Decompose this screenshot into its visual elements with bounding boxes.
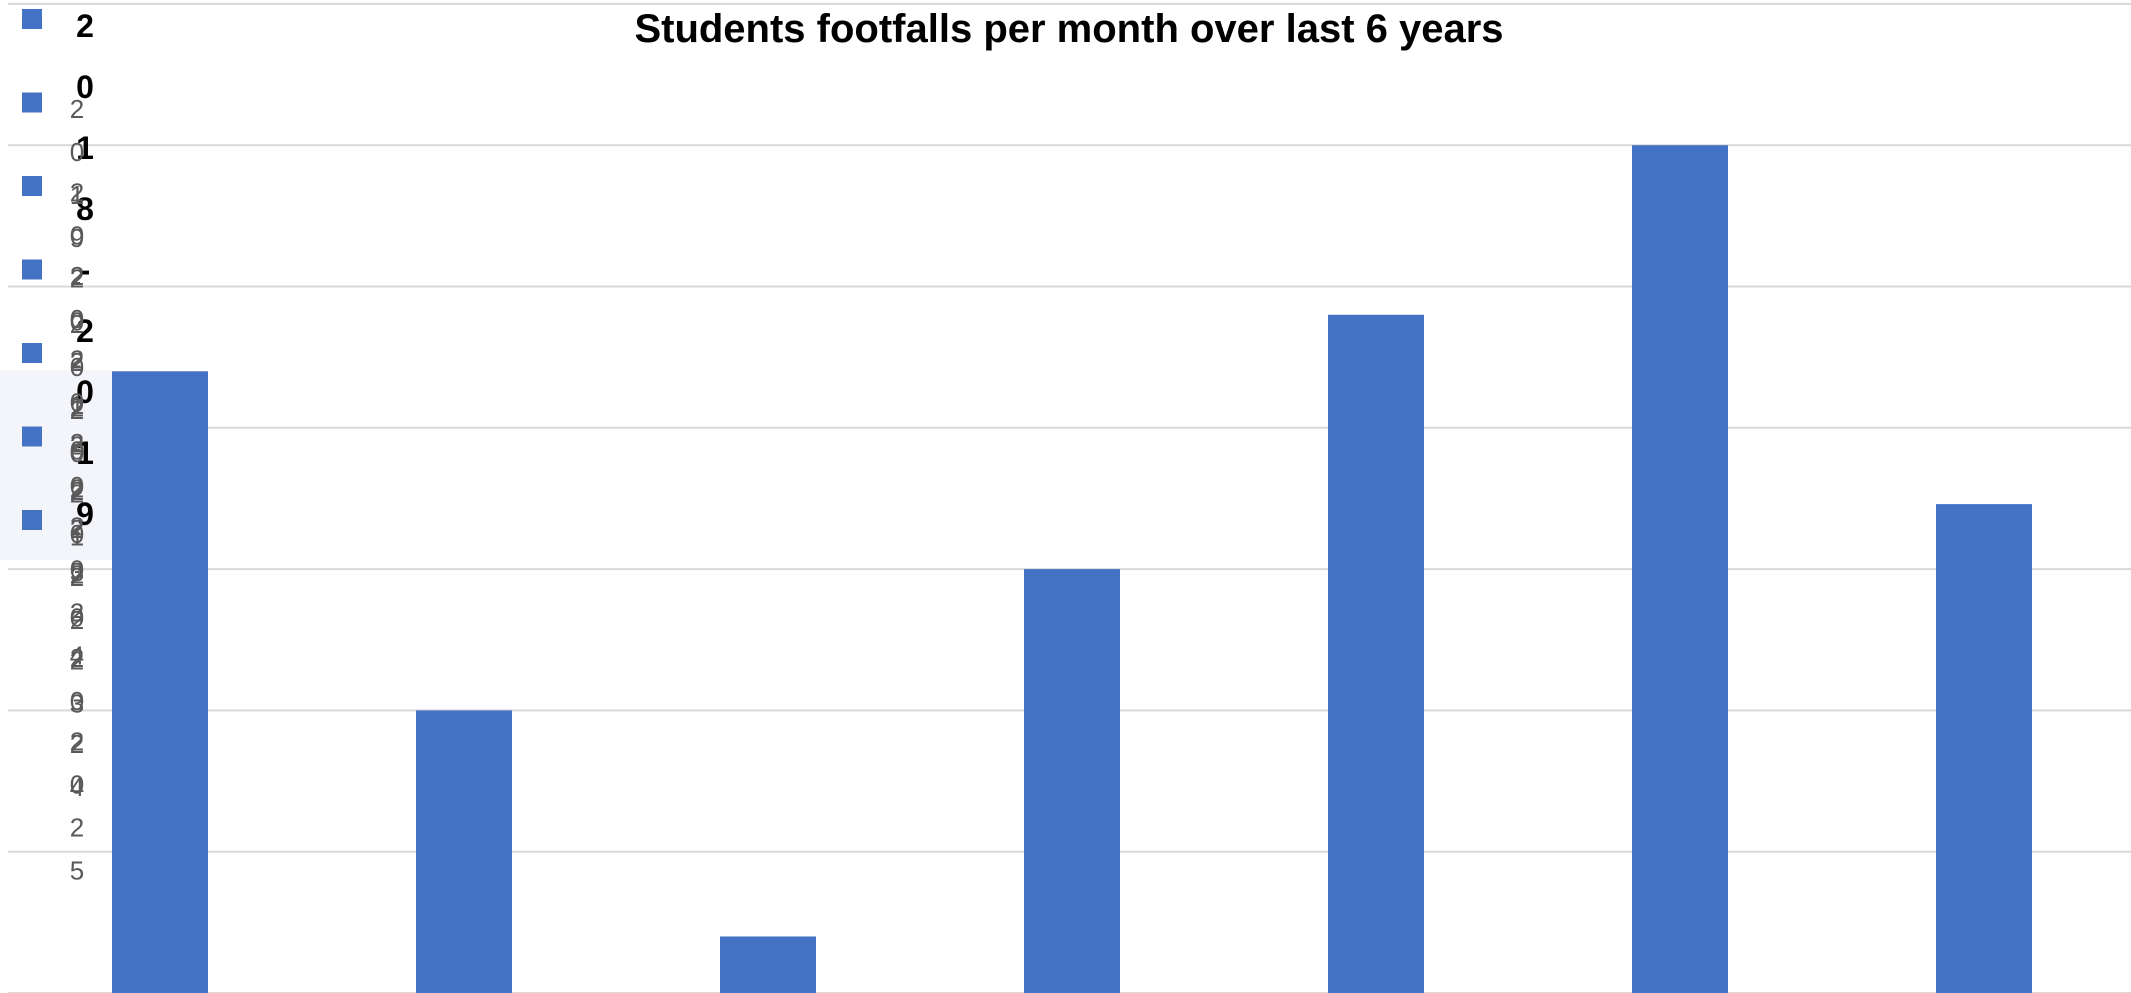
legend-label: 2 0 1 8 -2 0 1 9 [76, 8, 94, 532]
legend-label: 2 0 2 2 -2 0 2 3 [70, 345, 84, 719]
bar [1328, 314, 1424, 993]
legend-marker [22, 510, 42, 530]
legend-marker [22, 176, 42, 196]
legend-marker [22, 9, 42, 29]
bar [112, 371, 208, 993]
legend-marker [22, 426, 42, 447]
legend-marker [22, 259, 42, 280]
legend-label: 2 0 1 9 -2 0 2 0 [70, 94, 84, 468]
legend-label: 2 0 2 4 -2 0 2 5 [70, 512, 84, 886]
legend-panel [0, 370, 112, 560]
bars [112, 145, 2032, 993]
legend-marker [22, 343, 42, 363]
legend-marker [22, 92, 42, 113]
bar [1024, 569, 1120, 993]
chart-title: Students footfalls per month over last 6… [634, 7, 1503, 51]
legend: 2 0 1 8 -2 0 1 92 0 1 9 -2 0 2 02 0 2 0 -2 0 2 12 0 2 1 -2 0 2 22 0 2 2… [0, 8, 112, 886]
legend-label: 2 0 2 0 -2 0 2 1 [70, 178, 84, 552]
bar [720, 936, 816, 993]
bar [416, 710, 512, 993]
bar [1936, 504, 2032, 993]
legend-label: 2 0 2 3 -2 0 2 4 [70, 428, 84, 802]
legend-label: 2 0 2 1 -2 0 2 2 [70, 261, 84, 635]
bar [1632, 145, 1728, 993]
